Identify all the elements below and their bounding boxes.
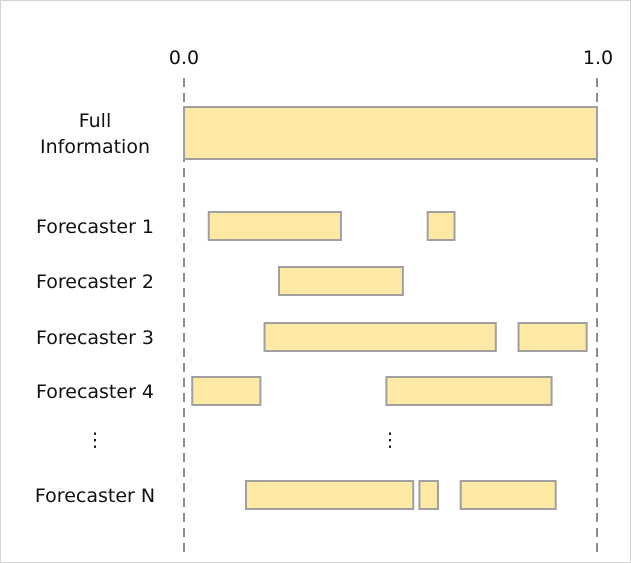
interval-bar [191, 376, 262, 406]
interval-bar [517, 322, 588, 352]
row-label: Forecaster 4 [36, 381, 154, 403]
row-label: Full Information [40, 110, 150, 158]
interval-bar [263, 322, 497, 352]
label-ellipsis: ⋮ [86, 429, 105, 451]
row-label: Forecaster 3 [36, 327, 154, 349]
forecaster-row: Forecaster 4 [36, 376, 553, 406]
axis-left-label: 0.0 [169, 47, 199, 69]
interval-bar [385, 376, 553, 406]
interval-bar [426, 211, 456, 241]
forecaster-row: Forecaster 3 [36, 322, 588, 352]
interval-bar [418, 480, 439, 510]
row-label: Forecaster 2 [36, 271, 154, 293]
ellipsis-middle: ⋮ [381, 429, 400, 451]
interval-bar [207, 211, 342, 241]
forecaster-row: Forecaster N [35, 480, 557, 510]
row-label: Forecaster N [35, 485, 155, 507]
interval-bar [183, 106, 598, 160]
interval-bar [459, 480, 557, 510]
forecaster-rows: Full Information Forecaster 1 Forecaster 2 F… [35, 106, 598, 510]
forecaster-row: Full Information [40, 106, 598, 160]
interval-bar [244, 480, 415, 510]
forecaster-row: ⋮ ⋮ [86, 429, 400, 451]
forecaster-row: Forecaster 2 [36, 266, 404, 296]
forecaster-row: Forecaster 1 [36, 211, 456, 241]
row-label: Forecaster 1 [36, 216, 154, 238]
interval-bar [277, 266, 404, 296]
axis-right-label: 1.0 [583, 47, 613, 69]
